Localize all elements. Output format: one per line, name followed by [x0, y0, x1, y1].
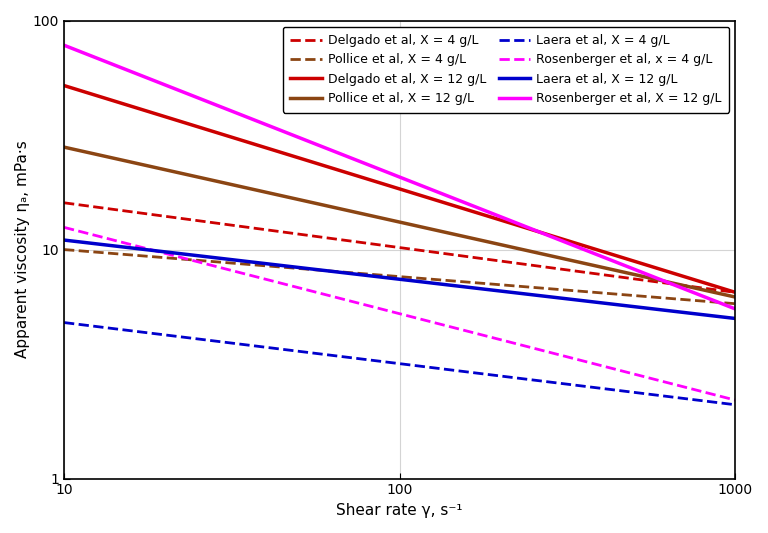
Rosenberger et al, X = 12 g/L — [731, 306, 740, 312]
Rosenberger et al, X = 12 g/L — [422, 185, 432, 191]
Rosenberger et al, X = 12 g/L — [459, 199, 468, 205]
Laera et al, X = 12 g/L — [731, 316, 740, 322]
Rosenberger et al, x = 4 g/L — [610, 366, 619, 372]
Rosenberger et al, X = 12 g/L — [610, 258, 619, 264]
Delgado et al, X = 12 g/L — [715, 284, 724, 290]
Delgado et al, X = 4 g/L — [459, 253, 468, 260]
Rosenberger et al, X = 12 g/L — [59, 42, 68, 49]
X-axis label: Shear rate γ, s⁻¹: Shear rate γ, s⁻¹ — [336, 503, 463, 518]
Delgado et al, X = 12 g/L — [379, 181, 388, 187]
Laera et al, X = 4 g/L — [731, 401, 740, 408]
Laera et al, X = 12 g/L — [422, 279, 432, 286]
Delgado et al, X = 12 g/L — [422, 194, 432, 200]
Delgado et al, X = 12 g/L — [731, 289, 740, 296]
Laera et al, X = 4 g/L — [379, 358, 388, 365]
Pollice et al, X = 4 g/L — [379, 272, 388, 278]
Laera et al, X = 12 g/L — [59, 237, 68, 243]
Pollice et al, X = 4 g/L — [715, 299, 724, 305]
Pollice et al, X = 4 g/L — [731, 301, 740, 307]
Pollice et al, X = 12 g/L — [379, 215, 388, 222]
Line: Delgado et al, X = 4 g/L: Delgado et al, X = 4 g/L — [64, 203, 736, 293]
Line: Laera et al, X = 12 g/L: Laera et al, X = 12 g/L — [64, 240, 736, 319]
Delgado et al, X = 4 g/L — [379, 242, 388, 248]
Pollice et al, X = 12 g/L — [59, 144, 68, 150]
Pollice et al, X = 4 g/L — [382, 272, 392, 279]
Rosenberger et al, x = 4 g/L — [715, 393, 724, 399]
Rosenberger et al, X = 12 g/L — [715, 300, 724, 306]
Rosenberger et al, X = 12 g/L — [382, 169, 392, 175]
Legend: Delgado et al, X = 4 g/L, Pollice et al, X = 4 g/L, Delgado et al, X = 12 g/L, P: Delgado et al, X = 4 g/L, Pollice et al,… — [283, 27, 729, 112]
Rosenberger et al, x = 4 g/L — [382, 307, 392, 313]
Line: Delgado et al, X = 12 g/L: Delgado et al, X = 12 g/L — [64, 86, 736, 293]
Laera et al, X = 12 g/L — [382, 274, 392, 281]
Laera et al, X = 4 g/L — [59, 319, 68, 326]
Rosenberger et al, x = 4 g/L — [422, 318, 432, 324]
Delgado et al, X = 12 g/L — [382, 182, 392, 188]
Delgado et al, X = 4 g/L — [715, 287, 724, 294]
Delgado et al, X = 12 g/L — [59, 83, 68, 89]
Pollice et al, X = 4 g/L — [59, 246, 68, 253]
Pollice et al, X = 12 g/L — [382, 216, 392, 222]
Delgado et al, X = 4 g/L — [59, 199, 68, 206]
Delgado et al, X = 4 g/L — [422, 248, 432, 254]
Rosenberger et al, X = 12 g/L — [379, 167, 388, 174]
Laera et al, X = 4 g/L — [715, 400, 724, 406]
Rosenberger et al, x = 4 g/L — [459, 327, 468, 334]
Pollice et al, X = 12 g/L — [715, 290, 724, 297]
Y-axis label: Apparent viscosity ηₐ, mPa·s: Apparent viscosity ηₐ, mPa·s — [15, 141, 30, 358]
Laera et al, X = 12 g/L — [610, 301, 619, 308]
Laera et al, X = 12 g/L — [459, 284, 468, 290]
Delgado et al, X = 4 g/L — [610, 273, 619, 279]
Line: Rosenberger et al, x = 4 g/L: Rosenberger et al, x = 4 g/L — [64, 228, 736, 400]
Pollice et al, X = 12 g/L — [731, 294, 740, 300]
Pollice et al, X = 12 g/L — [610, 267, 619, 273]
Line: Laera et al, X = 4 g/L: Laera et al, X = 4 g/L — [64, 322, 736, 405]
Line: Pollice et al, X = 12 g/L: Pollice et al, X = 12 g/L — [64, 147, 736, 297]
Delgado et al, X = 4 g/L — [382, 243, 392, 249]
Delgado et al, X = 12 g/L — [610, 252, 619, 259]
Pollice et al, X = 12 g/L — [459, 233, 468, 239]
Pollice et al, X = 4 g/L — [459, 279, 468, 285]
Rosenberger et al, x = 4 g/L — [731, 397, 740, 403]
Delgado et al, X = 4 g/L — [731, 289, 740, 296]
Rosenberger et al, x = 4 g/L — [379, 306, 388, 313]
Line: Rosenberger et al, X = 12 g/L: Rosenberger et al, X = 12 g/L — [64, 45, 736, 309]
Pollice et al, X = 4 g/L — [610, 291, 619, 297]
Delgado et al, X = 12 g/L — [459, 205, 468, 212]
Laera et al, X = 4 g/L — [459, 368, 468, 375]
Laera et al, X = 12 g/L — [379, 274, 388, 280]
Pollice et al, X = 4 g/L — [422, 276, 432, 282]
Line: Pollice et al, X = 4 g/L: Pollice et al, X = 4 g/L — [64, 249, 736, 304]
Laera et al, X = 4 g/L — [422, 364, 432, 370]
Pollice et al, X = 12 g/L — [422, 225, 432, 231]
Laera et al, X = 12 g/L — [715, 313, 724, 320]
Laera et al, X = 4 g/L — [382, 359, 392, 365]
Rosenberger et al, x = 4 g/L — [59, 224, 68, 231]
Laera et al, X = 4 g/L — [610, 387, 619, 393]
